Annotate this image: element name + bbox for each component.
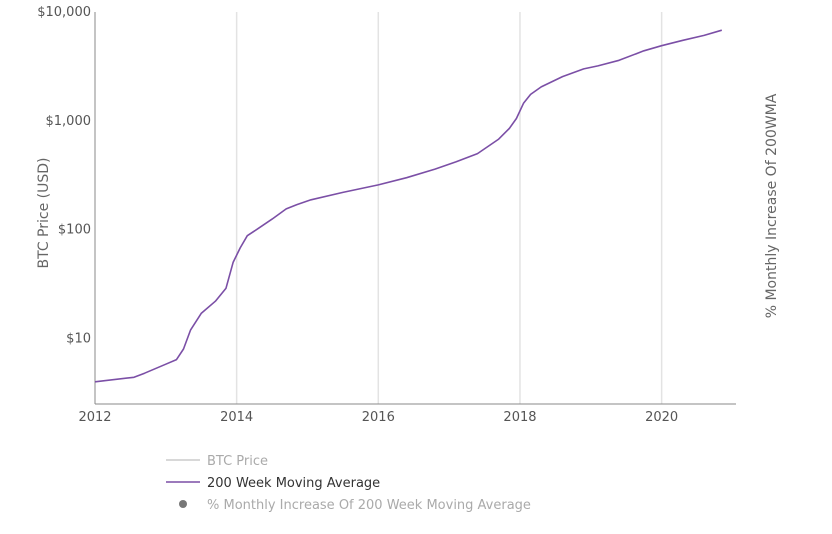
legend-item[interactable]: 200 Week Moving Average [166, 476, 380, 491]
y-tick-label: $100 [58, 223, 91, 238]
x-tick-label: 2014 [220, 410, 253, 425]
series-line-200wma [94, 29, 723, 383]
legend-label: 200 Week Moving Average [207, 476, 380, 491]
y-axis-title: BTC Price (USD) [36, 157, 52, 268]
series-layer [94, 29, 723, 383]
legend-dot-icon [179, 500, 187, 508]
x-tick-labels: 2012 2014 2016 2018 2020 [78, 410, 678, 425]
x-tick-label: 2012 [78, 410, 111, 425]
x-tick-label: 2018 [503, 410, 536, 425]
x-tick-label: 2016 [362, 410, 395, 425]
legend-item[interactable]: BTC Price [166, 454, 268, 469]
y-tick-label: $10 [66, 331, 91, 346]
legend-item[interactable]: % Monthly Increase Of 200 Week Moving Av… [179, 498, 531, 513]
y-tick-label: $10,000 [37, 5, 91, 20]
x-gridlines [235, 12, 663, 404]
legend: BTC Price 200 Week Moving Average % Monthl… [166, 454, 531, 513]
y2-axis-title: % Monthly Increase Of 200WMA [764, 93, 780, 318]
x-tick-label: 2020 [645, 410, 678, 425]
legend-label: BTC Price [207, 454, 268, 469]
y-tick-labels: $10 $100 $1,000 $10,000 [37, 5, 91, 346]
legend-label: % Monthly Increase Of 200 Week Moving Av… [207, 498, 531, 513]
y-tick-label: $1,000 [46, 114, 92, 129]
